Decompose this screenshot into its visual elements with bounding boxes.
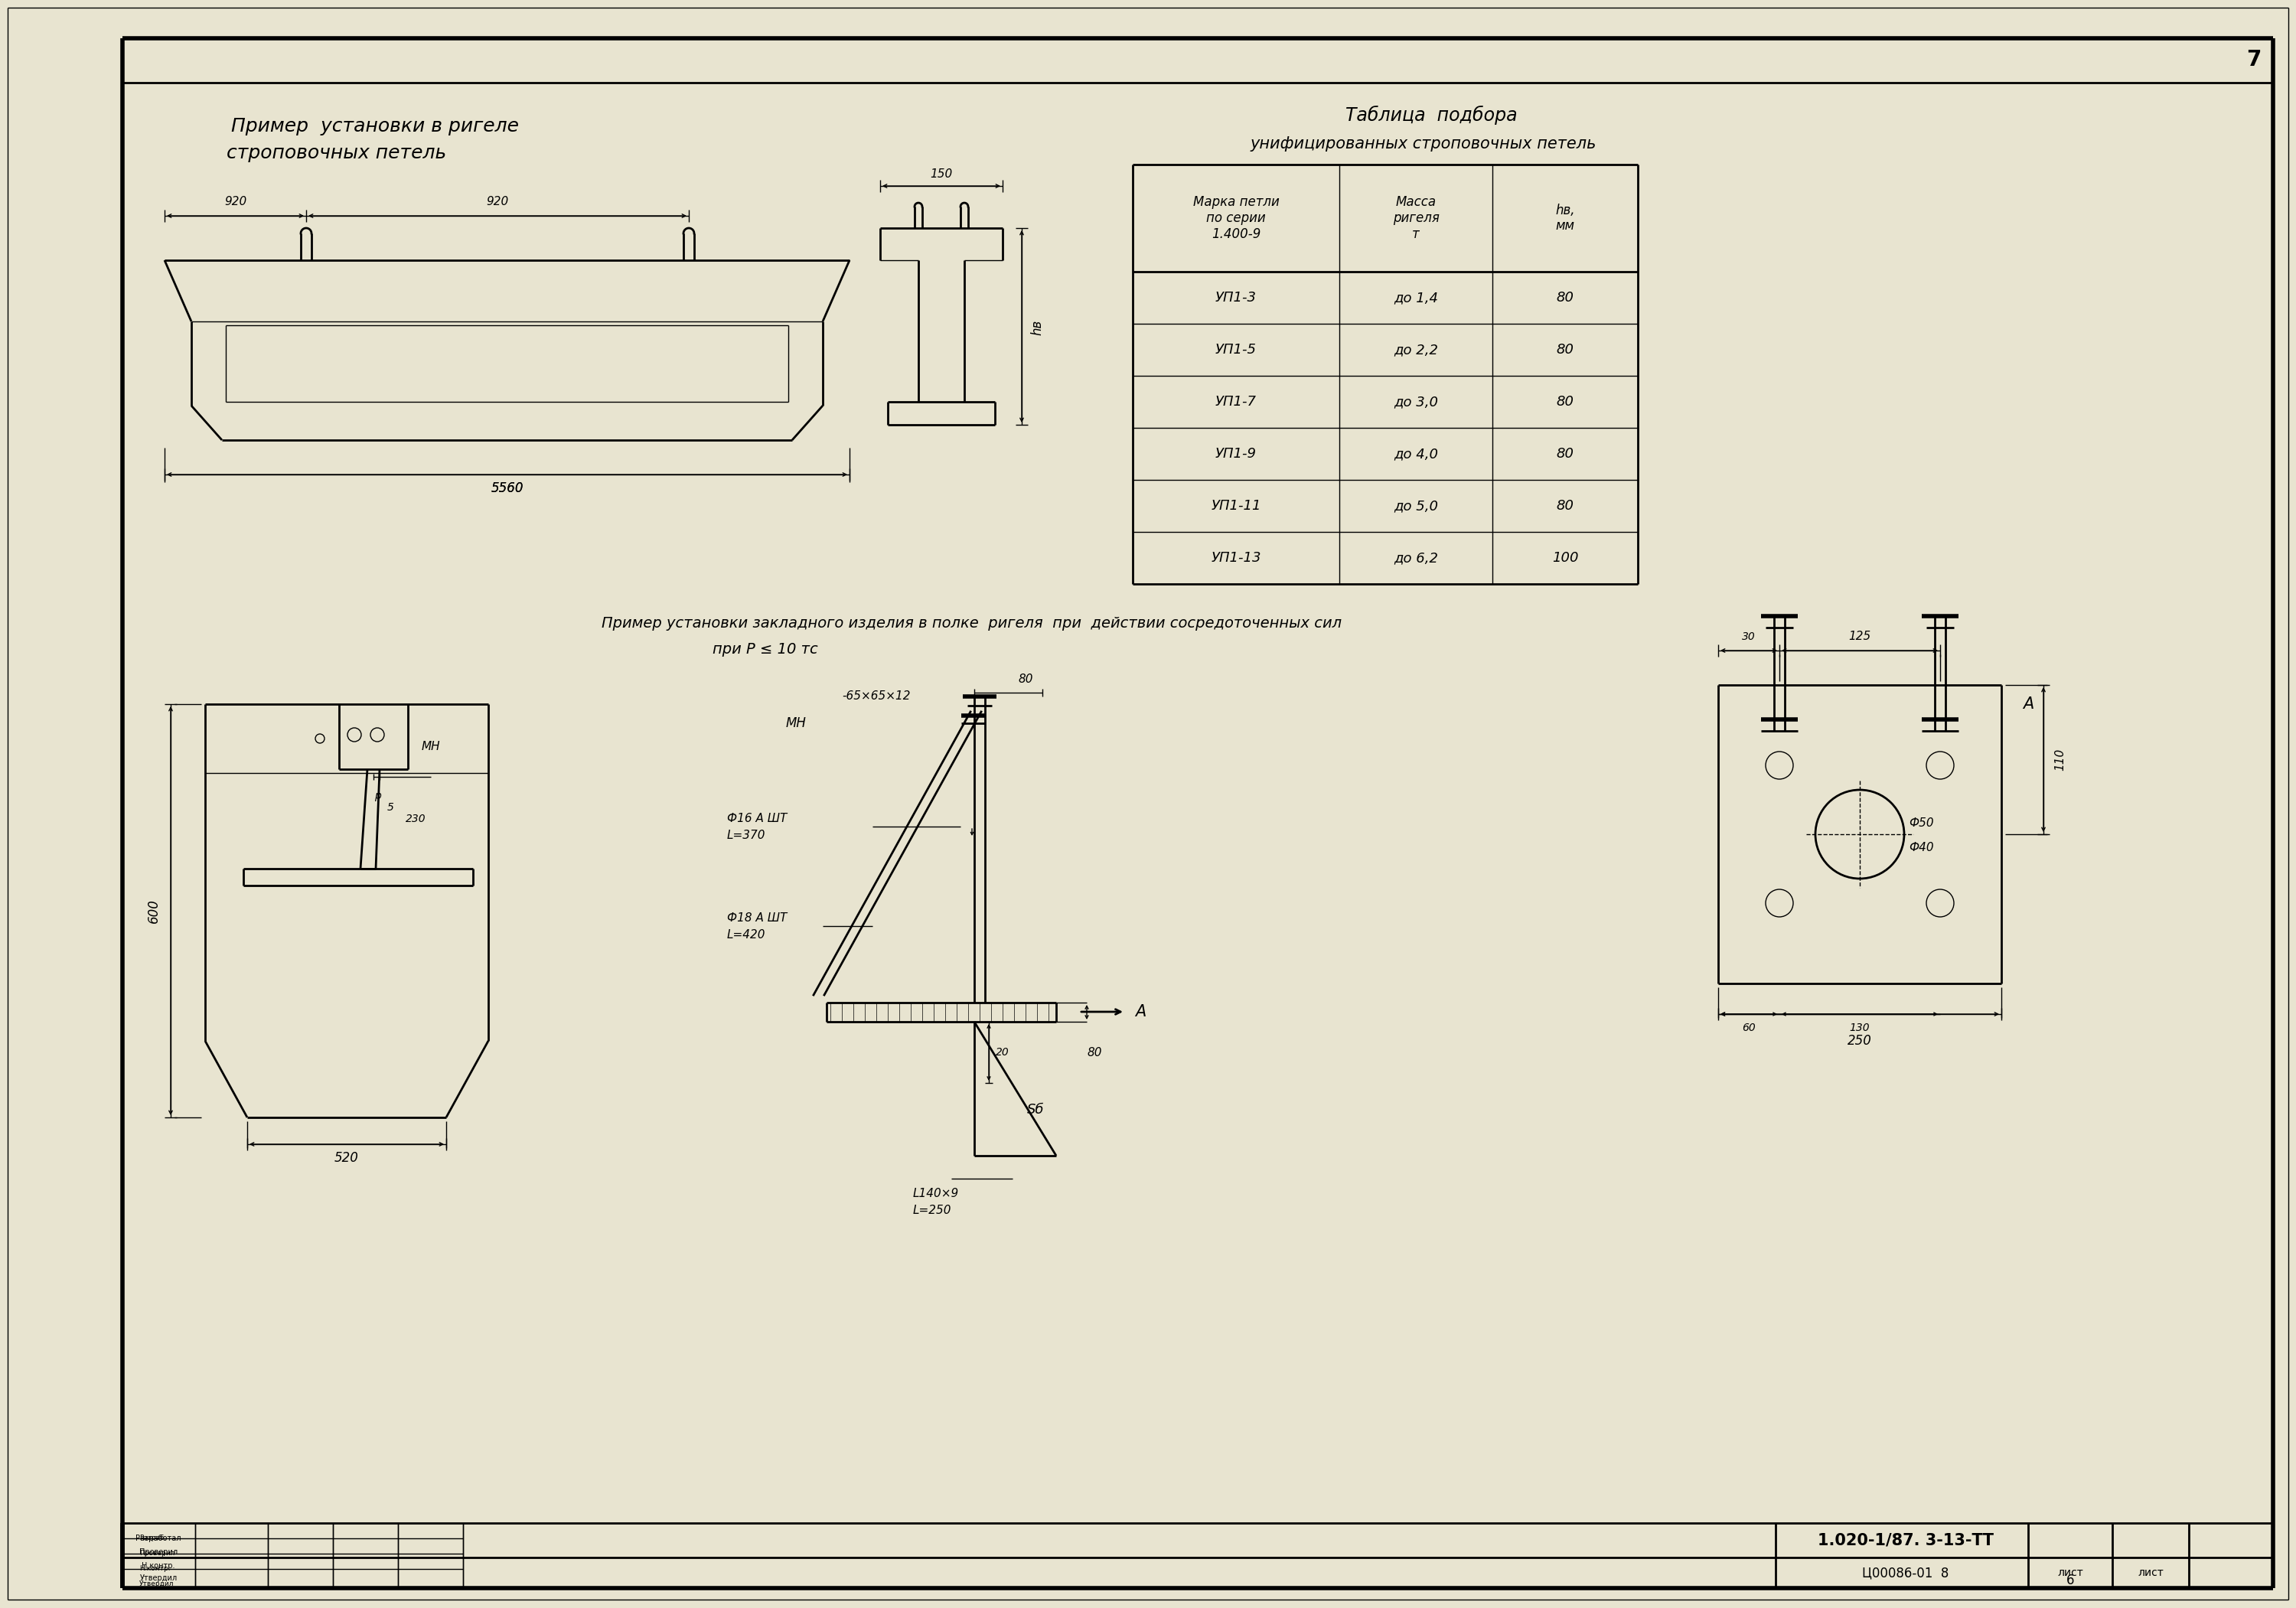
Text: А: А	[2023, 696, 2034, 712]
Text: L=370: L=370	[728, 830, 765, 841]
Text: 80: 80	[1086, 1047, 1102, 1058]
Text: 520: 520	[335, 1151, 358, 1164]
Text: Sб: Sб	[1026, 1103, 1045, 1116]
Text: до 6,2: до 6,2	[1394, 552, 1437, 564]
Text: УП1-7: УП1-7	[1215, 396, 1256, 408]
Text: 1.020-1/87. 3-13-ТТ: 1.020-1/87. 3-13-ТТ	[1818, 1532, 1993, 1547]
Text: Таблица  подбора: Таблица подбора	[1345, 105, 1518, 124]
Text: 20: 20	[996, 1047, 1010, 1058]
Text: 5560: 5560	[491, 481, 523, 495]
Text: Н.контр.: Н.контр.	[140, 1566, 170, 1573]
Text: УП1-9: УП1-9	[1215, 447, 1256, 461]
Text: Ф18 А ШТ: Ф18 А ШТ	[728, 913, 788, 925]
Text: Ф16 А ШТ: Ф16 А ШТ	[728, 814, 788, 825]
Text: 80: 80	[1557, 447, 1575, 461]
Text: МН: МН	[422, 740, 441, 753]
Text: Утвердил: Утвердил	[140, 1574, 177, 1582]
Text: 250: 250	[1848, 1034, 1871, 1048]
Text: Ц00086-01  8: Ц00086-01 8	[1862, 1566, 1949, 1579]
Text: до 5,0: до 5,0	[1394, 498, 1437, 513]
Text: 30: 30	[1743, 632, 1756, 642]
Text: лист: лист	[2057, 1568, 2082, 1577]
Text: до 4,0: до 4,0	[1394, 447, 1437, 461]
Text: 80: 80	[1557, 396, 1575, 408]
Text: Масса
ригеля
т: Масса ригеля т	[1394, 195, 1440, 241]
Text: -65×65×12: -65×65×12	[843, 691, 909, 703]
Text: до 1,4: до 1,4	[1394, 291, 1437, 304]
Text: Разраб.: Разраб.	[140, 1536, 165, 1542]
Text: L=250: L=250	[914, 1204, 951, 1217]
Text: 920: 920	[487, 196, 510, 207]
Text: Утвердил: Утвердил	[140, 1581, 174, 1587]
Text: Марка петли
по серии
1.400-9: Марка петли по серии 1.400-9	[1194, 195, 1279, 241]
Text: 80: 80	[1557, 291, 1575, 304]
Text: А: А	[1134, 1003, 1146, 1019]
Text: 60: 60	[1743, 1023, 1756, 1034]
Text: лист: лист	[2138, 1568, 2163, 1577]
Text: 80: 80	[1557, 498, 1575, 513]
Text: МН: МН	[785, 717, 806, 730]
Text: Пример установки закладного изделия в полке  ригеля  при  действии сосредоточенн: Пример установки закладного изделия в по…	[602, 616, 1343, 630]
Text: до 2,2: до 2,2	[1394, 343, 1437, 357]
Text: р: р	[374, 791, 381, 801]
Text: Н.контр.: Н.контр.	[142, 1561, 174, 1569]
Text: 80: 80	[1557, 343, 1575, 357]
Text: 130: 130	[1851, 1023, 1869, 1034]
Text: УП1-13: УП1-13	[1210, 552, 1261, 564]
Text: 230: 230	[406, 814, 425, 825]
Text: строповочных петель: строповочных петель	[227, 143, 448, 162]
Text: 920: 920	[225, 196, 246, 207]
Text: Ф50: Ф50	[1908, 817, 1933, 828]
Text: Ф40: Ф40	[1908, 843, 1933, 854]
Text: при Р ≤ 10 тс: при Р ≤ 10 тс	[712, 642, 817, 656]
Text: 6: 6	[2066, 1574, 2073, 1587]
Text: 5: 5	[388, 802, 393, 812]
Text: до 3,0: до 3,0	[1394, 396, 1437, 408]
Text: Пример  установки в ригеле: Пример установки в ригеле	[232, 117, 519, 135]
Text: 5560: 5560	[491, 481, 523, 495]
Text: Проверил: Проверил	[140, 1549, 177, 1557]
Text: унифицированных строповочных петель: унифицированных строповочных петель	[1251, 137, 1596, 151]
Text: 7: 7	[2245, 48, 2262, 71]
Text: УП1-3: УП1-3	[1215, 291, 1256, 304]
Text: 125: 125	[1848, 630, 1871, 643]
Text: УП1-5: УП1-5	[1215, 343, 1256, 357]
Text: 150: 150	[930, 167, 953, 180]
Text: hв,
мм: hв, мм	[1554, 203, 1575, 233]
Text: Разработал: Разработал	[135, 1534, 181, 1542]
Text: 110: 110	[2055, 748, 2066, 770]
Text: Проверил: Проверил	[140, 1550, 174, 1557]
Text: hв: hв	[1031, 320, 1045, 336]
Text: УП1-11: УП1-11	[1210, 498, 1261, 513]
Text: L=420: L=420	[728, 929, 765, 941]
Text: L140×9: L140×9	[914, 1188, 960, 1200]
Text: 80: 80	[1017, 674, 1033, 685]
Text: 600: 600	[147, 899, 161, 923]
Text: 100: 100	[1552, 552, 1577, 564]
